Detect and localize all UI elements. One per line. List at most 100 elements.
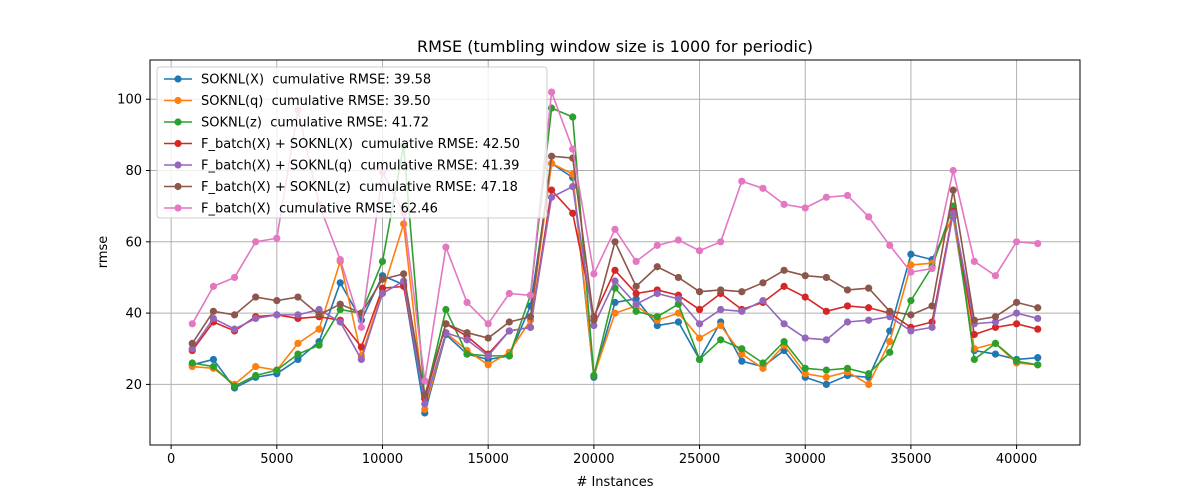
legend-marker [174, 182, 182, 191]
data-point [230, 382, 239, 390]
legend-item: F_batch(X) + SOKNL(X) cumulative RMSE: 4… [164, 137, 520, 152]
data-point [822, 380, 830, 388]
data-point [230, 325, 239, 333]
data-point [653, 289, 661, 298]
data-point [526, 323, 535, 331]
x-tick-label: 25000 [679, 452, 720, 467]
data-point [611, 238, 619, 246]
data-point [907, 311, 915, 319]
data-point [970, 330, 978, 339]
data-point [970, 316, 978, 324]
data-point [421, 400, 429, 408]
data-point [1034, 239, 1042, 248]
data-point [653, 313, 661, 321]
data-point [357, 343, 365, 351]
x-tick-label: 30000 [785, 452, 826, 467]
data-point [695, 355, 704, 364]
data-point [336, 305, 344, 314]
data-point [843, 364, 852, 372]
data-point [907, 268, 915, 276]
data-point [738, 357, 746, 365]
data-point [294, 339, 302, 348]
data-point [315, 325, 323, 333]
data-point [907, 261, 915, 269]
data-point [653, 321, 661, 330]
data-point [547, 186, 556, 194]
data-point [822, 307, 830, 315]
data-point [759, 297, 767, 305]
legend-item: SOKNL(z) cumulative RMSE: 41.72 [164, 116, 429, 131]
data-point [336, 300, 344, 308]
data-point [780, 282, 788, 290]
legend-label: F_batch(X) + SOKNL(X) cumulative RMSE: 4… [201, 137, 520, 152]
data-point [865, 213, 873, 221]
data-point [590, 321, 598, 330]
data-point [991, 323, 1000, 331]
legend-marker [174, 161, 182, 169]
legend-marker [174, 204, 182, 212]
data-point [865, 304, 873, 312]
data-point [738, 307, 746, 315]
x-tick-label: 5000 [260, 452, 293, 467]
data-point [569, 209, 577, 217]
data-point [400, 270, 408, 278]
data-point [442, 305, 450, 314]
data-point [717, 238, 725, 246]
data-point [801, 272, 809, 280]
data-point [717, 305, 725, 314]
data-point [991, 339, 1000, 348]
data-point [991, 350, 1000, 358]
data-point [886, 313, 894, 321]
data-point [907, 250, 915, 258]
data-point [505, 318, 513, 326]
data-point [801, 364, 809, 372]
data-point [674, 295, 683, 303]
data-point [1034, 361, 1042, 369]
data-point [632, 282, 640, 290]
data-point [1012, 298, 1021, 307]
data-point [674, 236, 683, 244]
data-point [1012, 320, 1021, 328]
legend-marker [174, 118, 182, 126]
data-point [843, 318, 852, 326]
series-lines [188, 88, 1042, 417]
data-point [294, 311, 302, 319]
data-point [294, 293, 302, 301]
data-point [695, 320, 704, 328]
data-point [780, 266, 788, 274]
data-point [822, 273, 830, 282]
data-point [590, 316, 598, 324]
data-point [484, 334, 492, 342]
data-point [970, 355, 978, 364]
y-tick-label: 40 [125, 307, 142, 322]
data-point [505, 289, 513, 298]
x-tick-label: 20000 [573, 452, 614, 467]
data-point [188, 339, 196, 348]
x-tick-label: 10000 [362, 452, 403, 467]
data-point [252, 293, 260, 301]
data-point [209, 307, 218, 315]
data-point [886, 307, 894, 315]
legend-label: F_batch(X) + SOKNL(z) cumulative RMSE: 4… [201, 180, 518, 195]
data-point [674, 300, 683, 308]
data-point [801, 204, 809, 212]
data-point [357, 323, 365, 331]
data-point [230, 311, 239, 319]
data-point [611, 225, 619, 233]
data-point [928, 302, 936, 310]
y-tick-label: 20 [125, 378, 142, 393]
data-point [547, 152, 556, 160]
data-point [252, 371, 260, 380]
y-axis-label: rmse [96, 236, 111, 269]
data-point [569, 145, 577, 153]
data-point [315, 341, 323, 349]
data-point [273, 366, 281, 374]
data-point [632, 295, 640, 303]
x-tick-label: 35000 [890, 452, 931, 467]
data-point [717, 336, 725, 344]
data-point [759, 359, 767, 367]
data-point [252, 314, 260, 323]
data-point [1012, 357, 1021, 365]
legend-item: F_batch(X) + SOKNL(q) cumulative RMSE: 4… [164, 159, 519, 174]
series-5 [188, 152, 1042, 399]
